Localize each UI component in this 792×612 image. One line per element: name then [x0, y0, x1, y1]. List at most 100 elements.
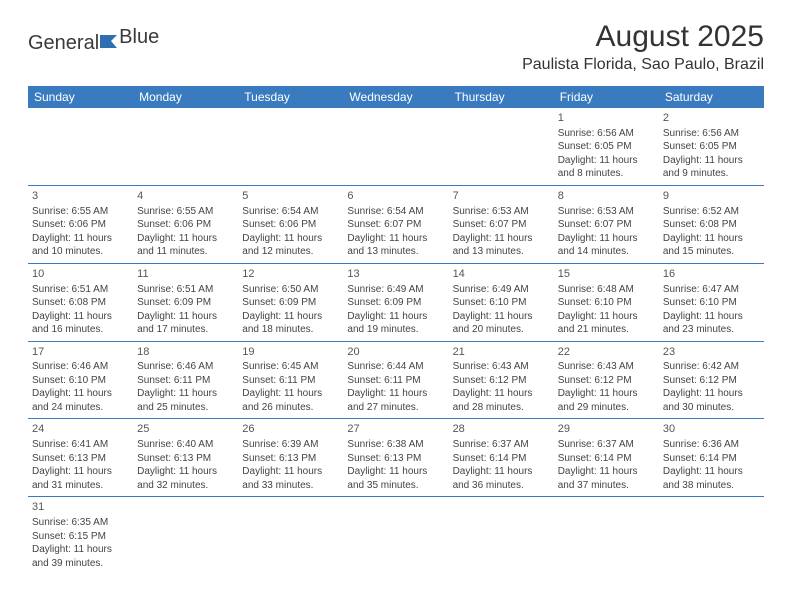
- daylight-line: Daylight: 11 hours and 16 minutes.: [32, 310, 129, 337]
- calendar-cell: 3Sunrise: 6:55 AMSunset: 6:06 PMDaylight…: [28, 185, 133, 263]
- sunrise-line: Sunrise: 6:38 AM: [347, 438, 444, 452]
- calendar-cell: 22Sunrise: 6:43 AMSunset: 6:12 PMDayligh…: [554, 341, 659, 419]
- sunrise-line: Sunrise: 6:51 AM: [137, 283, 234, 297]
- sunrise-line: Sunrise: 6:44 AM: [347, 360, 444, 374]
- calendar-cell: [554, 497, 659, 574]
- calendar-cell: 29Sunrise: 6:37 AMSunset: 6:14 PMDayligh…: [554, 419, 659, 497]
- day-number: 1: [558, 111, 655, 126]
- calendar-cell: [28, 108, 133, 185]
- day-number: 2: [663, 111, 760, 126]
- sunrise-line: Sunrise: 6:52 AM: [663, 205, 760, 219]
- calendar-cell: 5Sunrise: 6:54 AMSunset: 6:06 PMDaylight…: [238, 185, 343, 263]
- calendar-row: 24Sunrise: 6:41 AMSunset: 6:13 PMDayligh…: [28, 419, 764, 497]
- month-title: August 2025: [522, 20, 764, 54]
- sunset-line: Sunset: 6:11 PM: [242, 374, 339, 388]
- day-number: 5: [242, 189, 339, 204]
- sunset-line: Sunset: 6:06 PM: [32, 218, 129, 232]
- sunset-line: Sunset: 6:06 PM: [242, 218, 339, 232]
- sunrise-line: Sunrise: 6:36 AM: [663, 438, 760, 452]
- sunset-line: Sunset: 6:12 PM: [453, 374, 550, 388]
- weekday-header: Sunday: [28, 86, 133, 108]
- calendar-cell: 7Sunrise: 6:53 AMSunset: 6:07 PMDaylight…: [449, 185, 554, 263]
- calendar-cell: 23Sunrise: 6:42 AMSunset: 6:12 PMDayligh…: [659, 341, 764, 419]
- daylight-line: Daylight: 11 hours and 10 minutes.: [32, 232, 129, 259]
- calendar-cell: 2Sunrise: 6:56 AMSunset: 6:05 PMDaylight…: [659, 108, 764, 185]
- daylight-line: Daylight: 11 hours and 31 minutes.: [32, 465, 129, 492]
- calendar-cell: 12Sunrise: 6:50 AMSunset: 6:09 PMDayligh…: [238, 263, 343, 341]
- daylight-line: Daylight: 11 hours and 32 minutes.: [137, 465, 234, 492]
- day-number: 9: [663, 189, 760, 204]
- day-number: 23: [663, 345, 760, 360]
- sunrise-line: Sunrise: 6:37 AM: [453, 438, 550, 452]
- sunset-line: Sunset: 6:13 PM: [242, 452, 339, 466]
- sunset-line: Sunset: 6:12 PM: [663, 374, 760, 388]
- weekday-header: Thursday: [449, 86, 554, 108]
- weekday-header: Friday: [554, 86, 659, 108]
- title-block: August 2025 Paulista Florida, Sao Paulo,…: [522, 20, 764, 74]
- daylight-line: Daylight: 11 hours and 12 minutes.: [242, 232, 339, 259]
- weekday-header-row: Sunday Monday Tuesday Wednesday Thursday…: [28, 86, 764, 108]
- calendar-cell: 10Sunrise: 6:51 AMSunset: 6:08 PMDayligh…: [28, 263, 133, 341]
- sunset-line: Sunset: 6:07 PM: [558, 218, 655, 232]
- sunrise-line: Sunrise: 6:37 AM: [558, 438, 655, 452]
- calendar-cell: 11Sunrise: 6:51 AMSunset: 6:09 PMDayligh…: [133, 263, 238, 341]
- day-number: 30: [663, 422, 760, 437]
- calendar-cell: 31Sunrise: 6:35 AMSunset: 6:15 PMDayligh…: [28, 497, 133, 574]
- calendar-row: 10Sunrise: 6:51 AMSunset: 6:08 PMDayligh…: [28, 263, 764, 341]
- sunrise-line: Sunrise: 6:47 AM: [663, 283, 760, 297]
- calendar-row: 1Sunrise: 6:56 AM Sunset: 6:05 PMDaylight…: [28, 108, 764, 185]
- calendar-cell: [343, 497, 448, 574]
- calendar-cell: 27Sunrise: 6:38 AMSunset: 6:13 PMDayligh…: [343, 419, 448, 497]
- day-number: 10: [32, 267, 129, 282]
- calendar-cell: [238, 108, 343, 185]
- day-number: 3: [32, 189, 129, 204]
- calendar-cell: 18Sunrise: 6:46 AMSunset: 6:11 PMDayligh…: [133, 341, 238, 419]
- daylight-line: Daylight: 11 hours and 23 minutes.: [663, 310, 760, 337]
- calendar-cell: 6Sunrise: 6:54 AMSunset: 6:07 PMDaylight…: [343, 185, 448, 263]
- daylight-line: Daylight: 11 hours and 18 minutes.: [242, 310, 339, 337]
- daylight-line: Daylight: 11 hours and 30 minutes.: [663, 387, 760, 414]
- calendar-cell: 19Sunrise: 6:45 AMSunset: 6:11 PMDayligh…: [238, 341, 343, 419]
- daylight-line: Daylight: 11 hours and 39 minutes.: [32, 543, 129, 570]
- calendar-cell: [238, 497, 343, 574]
- weekday-header: Saturday: [659, 86, 764, 108]
- calendar-cell: [343, 108, 448, 185]
- calendar-cell: [449, 108, 554, 185]
- logo-text-general: General: [28, 32, 99, 55]
- day-number: 31: [32, 500, 129, 515]
- sunrise-line: Sunrise: 6:55 AM: [32, 205, 129, 219]
- calendar-cell: 17Sunrise: 6:46 AMSunset: 6:10 PMDayligh…: [28, 341, 133, 419]
- sunset-line: Sunset: 6:13 PM: [32, 452, 129, 466]
- day-number: 26: [242, 422, 339, 437]
- sunset-line: Sunset: 6:11 PM: [137, 374, 234, 388]
- day-number: 17: [32, 345, 129, 360]
- daylight-line: Daylight: 11 hours and 20 minutes.: [453, 310, 550, 337]
- sunset-line: Sunset: 6:09 PM: [137, 296, 234, 310]
- logo: General Blue: [28, 20, 159, 55]
- weekday-header: Monday: [133, 86, 238, 108]
- day-number: 15: [558, 267, 655, 282]
- day-number: 21: [453, 345, 550, 360]
- daylight-line: Daylight: 11 hours and 13 minutes.: [347, 232, 444, 259]
- calendar-table: Sunday Monday Tuesday Wednesday Thursday…: [28, 86, 764, 574]
- daylight-line: Daylight: 11 hours and 9 minutes.: [663, 154, 760, 181]
- sunset-line: Sunset: 6:08 PM: [32, 296, 129, 310]
- calendar-cell: [133, 497, 238, 574]
- sunset-line: Sunset: 6:06 PM: [137, 218, 234, 232]
- sunrise-line: Sunrise: 6:43 AM: [558, 360, 655, 374]
- sunset-line: Sunset: 6:12 PM: [558, 374, 655, 388]
- calendar-cell: 4Sunrise: 6:55 AMSunset: 6:06 PMDaylight…: [133, 185, 238, 263]
- day-number: 4: [137, 189, 234, 204]
- daylight-line: Daylight: 11 hours and 17 minutes.: [137, 310, 234, 337]
- calendar-cell: 9Sunrise: 6:52 AMSunset: 6:08 PMDaylight…: [659, 185, 764, 263]
- daylight-line: Daylight: 11 hours and 21 minutes.: [558, 310, 655, 337]
- sunrise-line: Sunrise: 6:56 AM: [558, 127, 655, 141]
- calendar-row: 17Sunrise: 6:46 AMSunset: 6:10 PMDayligh…: [28, 341, 764, 419]
- calendar-cell: 13Sunrise: 6:49 AMSunset: 6:09 PMDayligh…: [343, 263, 448, 341]
- sunrise-line: Sunrise: 6:49 AM: [453, 283, 550, 297]
- daylight-line: Daylight: 11 hours and 36 minutes.: [453, 465, 550, 492]
- sunset-line: Sunset: 6:13 PM: [137, 452, 234, 466]
- sunrise-line: Sunrise: 6:50 AM: [242, 283, 339, 297]
- sunset-line: Sunset: 6:05 PM: [663, 140, 760, 154]
- daylight-line: Daylight: 11 hours and 27 minutes.: [347, 387, 444, 414]
